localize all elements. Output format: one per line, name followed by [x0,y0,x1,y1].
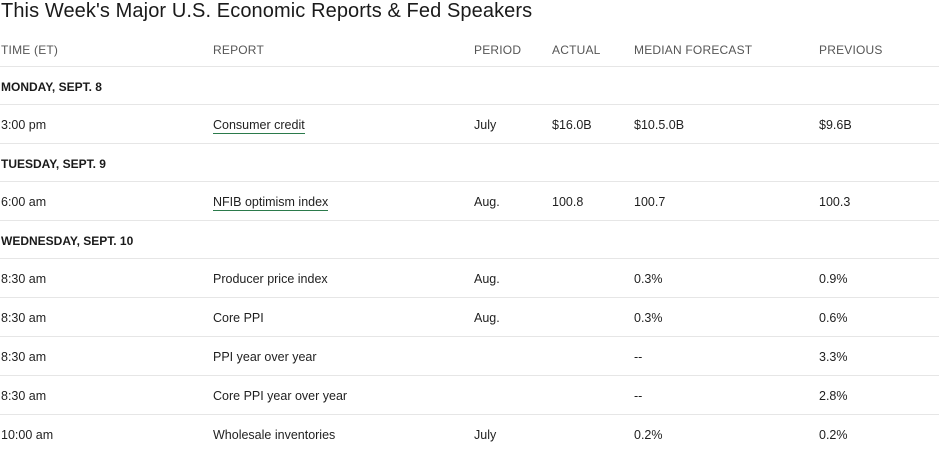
header-report: REPORT [213,43,264,57]
table-row: 6:00 am NFIB optimism index Aug. 100.8 1… [0,182,939,221]
period-cell: Aug. [474,272,500,286]
previous-cell: 3.3% [819,350,848,364]
time-cell: 8:30 am [1,311,47,325]
previous-cell: 0.6% [819,311,848,325]
economic-calendar-table: TIME (ET) REPORT PERIOD ACTUAL MEDIAN FO… [0,32,939,453]
period-cell: July [474,118,497,132]
previous-cell: 2.8% [819,389,848,403]
previous-cell: 100.3 [819,195,851,209]
report-cell: Core PPI [213,311,264,325]
period-cell: Aug. [474,195,500,209]
actual-cell: 100.8 [552,195,584,209]
table-row: 10:00 am Wholesale inventories July 0.2%… [0,415,939,453]
header-time: TIME (ET) [1,43,59,57]
page-title: This Week's Major U.S. Economic Reports … [1,0,533,22]
previous-cell: 0.9% [819,272,848,286]
time-cell: 10:00 am [1,428,54,442]
day-label: MONDAY, SEPT. 8 [1,80,102,94]
forecast-cell: 0.2% [634,428,663,442]
report-link-consumer-credit[interactable]: Consumer credit [213,118,305,134]
table-row: 8:30 am Producer price index Aug. 0.3% 0… [0,259,939,298]
time-cell: 8:30 am [1,272,47,286]
time-cell: 6:00 am [1,195,47,209]
previous-cell: 0.2% [819,428,848,442]
previous-cell: $9.6B [819,118,852,132]
table-row: 8:30 am PPI year over year -- 3.3% [0,337,939,376]
table-header-row: TIME (ET) REPORT PERIOD ACTUAL MEDIAN FO… [0,32,939,67]
day-label: WEDNESDAY, SEPT. 10 [1,234,134,248]
table-row: 8:30 am Core PPI Aug. 0.3% 0.6% [0,298,939,337]
forecast-cell: 100.7 [634,195,666,209]
report-link-nfib-optimism-index[interactable]: NFIB optimism index [213,195,329,211]
report-cell: Core PPI year over year [213,389,348,403]
forecast-cell: 0.3% [634,272,663,286]
report-cell: Wholesale inventories [213,428,336,442]
day-section-row: WEDNESDAY, SEPT. 10 [0,221,939,259]
header-median-forecast: MEDIAN FORECAST [634,43,753,57]
time-cell: 8:30 am [1,350,47,364]
day-section-row: MONDAY, SEPT. 8 [0,67,939,105]
table-row: 8:30 am Core PPI year over year -- 2.8% [0,376,939,415]
forecast-cell: 0.3% [634,311,663,325]
table-row: 3:00 pm Consumer credit July $16.0B $10.… [0,105,939,144]
report-cell: PPI year over year [213,350,317,364]
header-period: PERIOD [474,43,522,57]
report-cell: Producer price index [213,272,328,286]
period-cell: July [474,428,497,442]
time-cell: 3:00 pm [1,118,47,132]
forecast-cell: -- [634,350,643,364]
actual-cell: $16.0B [552,118,592,132]
header-actual: ACTUAL [552,43,601,57]
forecast-cell: $10.5.0B [634,118,685,132]
forecast-cell: -- [634,389,643,403]
time-cell: 8:30 am [1,389,47,403]
period-cell: Aug. [474,311,500,325]
day-section-row: TUESDAY, SEPT. 9 [0,144,939,182]
header-previous: PREVIOUS [819,43,883,57]
day-label: TUESDAY, SEPT. 9 [1,157,106,171]
